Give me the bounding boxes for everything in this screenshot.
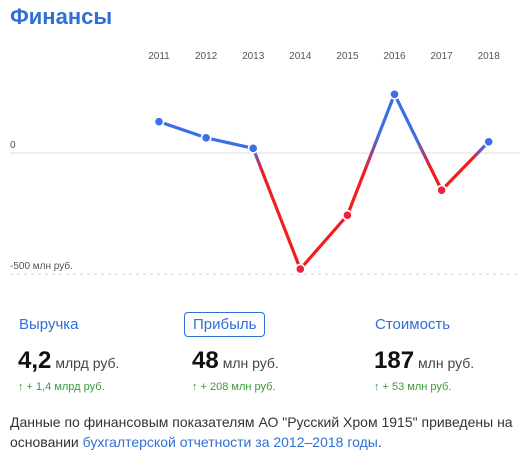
revenue-delta-text: + 1,4 млрд руб. — [26, 381, 105, 393]
value-delta: ↑ + 53 млн руб. — [366, 381, 531, 393]
arrow-up-icon: ↑ — [18, 381, 24, 393]
data-point[interactable] — [153, 116, 165, 128]
series-line-segment — [204, 136, 255, 150]
x-tick-label: 2017 — [430, 51, 453, 62]
metric-revenue: Выручка 4,2 млрд руб. ↑ + 1,4 млрд руб. — [10, 312, 185, 393]
data-point[interactable] — [247, 142, 259, 154]
data-point[interactable] — [200, 132, 212, 144]
x-tick-label: 2013 — [242, 51, 265, 62]
metric-profit: Прибыль 48 млн руб. ↑ + 208 млн руб. — [184, 312, 359, 393]
metrics-row: Выручка 4,2 млрд руб. ↑ + 1,4 млрд руб. Пр… — [0, 312, 531, 402]
series-line-segment — [251, 146, 302, 271]
value-value: 187 млн руб. — [366, 347, 531, 375]
revenue-value: 4,2 млрд руб. — [10, 347, 185, 375]
arrow-up-icon: ↑ — [374, 381, 380, 393]
tab-profit[interactable]: Прибыль — [184, 312, 266, 337]
x-tick-label: 2012 — [195, 51, 218, 62]
x-tick-label: 2015 — [336, 51, 359, 62]
metric-value: Стоимость 187 млн руб. ↑ + 53 млн руб. — [366, 312, 531, 393]
data-point[interactable] — [341, 209, 353, 221]
note-tail: . — [377, 434, 382, 450]
series-line-segment — [392, 92, 444, 192]
x-tick-label: 2018 — [478, 51, 501, 62]
tab-value[interactable]: Стоимость — [375, 316, 451, 333]
profit-number: 48 — [192, 347, 219, 374]
series-line-segment — [345, 92, 397, 217]
value-delta-text: + 53 млн руб. — [382, 381, 452, 393]
series-line-segment — [440, 140, 491, 192]
accounting-report-link[interactable]: бухгалтерской отчетности за 2012–2018 го… — [82, 434, 378, 450]
y-tick-label-minus-500: -500 млн руб. — [10, 260, 73, 272]
value-unit: млн руб. — [418, 355, 475, 371]
arrow-up-icon: ↑ — [192, 381, 198, 393]
profit-delta: ↑ + 208 млн руб. — [184, 381, 359, 393]
x-tick-label: 2014 — [289, 51, 312, 62]
profit-value: 48 млн руб. — [184, 347, 359, 375]
revenue-number: 4,2 — [18, 347, 52, 374]
revenue-delta: ↑ + 1,4 млрд руб. — [10, 381, 185, 393]
x-tick-label: 2016 — [383, 51, 406, 62]
data-point[interactable] — [294, 263, 306, 275]
data-point[interactable] — [436, 184, 447, 196]
tab-revenue[interactable]: Выручка — [19, 316, 79, 333]
value-number: 187 — [374, 347, 415, 374]
series-line-segment — [298, 213, 349, 271]
note-text: Данные по финансовым показателям АО "Рус… — [10, 414, 513, 450]
profit-unit: млн руб. — [222, 355, 279, 371]
y-tick-label-zero: 0 — [10, 140, 16, 151]
data-source-note: Данные по финансовым показателям АО "Рус… — [10, 412, 520, 452]
profit-line-chart: 2011 2012 2013 2014 2015 2016 2017 2018 0 -500 мл… — [10, 51, 520, 275]
revenue-unit: млрд руб. — [55, 355, 120, 371]
data-point[interactable] — [483, 136, 495, 148]
series-line-segment — [157, 120, 208, 140]
profit-delta-text: + 208 млн руб. — [200, 381, 276, 393]
data-point[interactable] — [389, 88, 400, 100]
section-title: Финансы — [10, 4, 113, 29]
x-tick-label: 2011 — [148, 51, 170, 62]
